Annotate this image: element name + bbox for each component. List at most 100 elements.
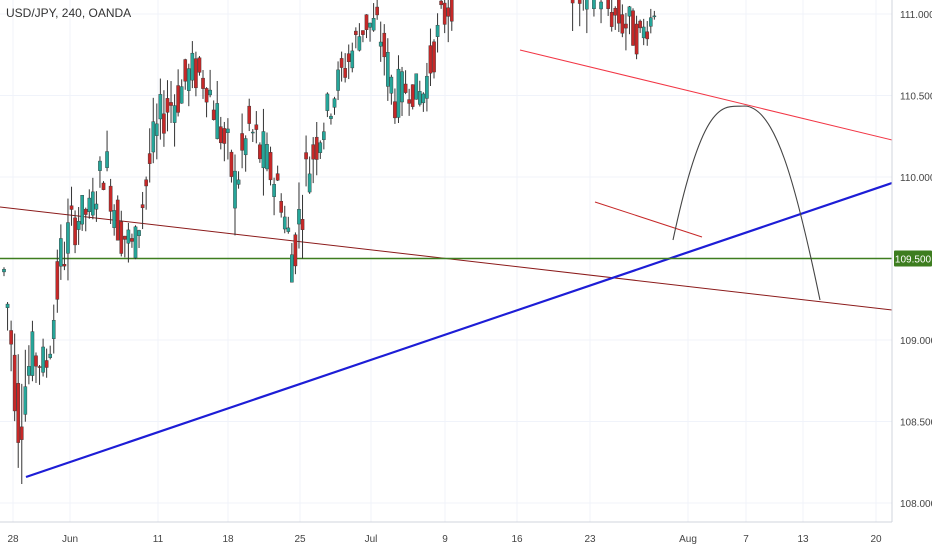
candle <box>73 210 77 254</box>
candle <box>350 42 355 73</box>
candle-body-up <box>226 128 230 133</box>
time-tick-label: 25 <box>294 534 306 545</box>
candle-body-up <box>400 71 404 103</box>
candle <box>147 128 152 183</box>
candle-body-down <box>311 144 315 160</box>
candle-body-up <box>215 103 220 139</box>
price-tick-label: 109.000 <box>900 336 932 347</box>
candle-body-up <box>30 331 35 376</box>
price-label-text: 109.500 <box>895 255 932 266</box>
time-tick-label: 16 <box>511 534 523 545</box>
candle-body-up <box>371 18 376 31</box>
candle <box>169 81 173 124</box>
candle-body-down <box>140 204 145 209</box>
candle-body-down <box>183 59 188 82</box>
candle <box>570 0 575 32</box>
candle <box>98 156 102 188</box>
candle-body-down <box>624 23 628 29</box>
candle-body-up <box>172 105 177 123</box>
candle-body-up <box>133 226 138 259</box>
time-tick-label: 18 <box>222 534 234 545</box>
candle <box>105 130 109 172</box>
candle-body-down <box>275 173 280 181</box>
candle-body-up <box>641 26 646 39</box>
candle <box>162 90 166 147</box>
candle-body-down <box>83 208 88 215</box>
candle-body-up <box>307 173 312 193</box>
candle <box>254 111 259 144</box>
candle-body-up <box>627 6 632 17</box>
candle-body-up <box>76 221 81 230</box>
candle-body-up <box>322 131 326 140</box>
price-label-bg <box>894 250 932 267</box>
candle-body-down <box>304 152 308 160</box>
candle <box>194 51 198 97</box>
price-tick-label: 108.500 <box>900 418 932 429</box>
candle <box>375 0 379 20</box>
candle <box>83 207 88 232</box>
price-tick-label: 108.000 <box>900 499 932 510</box>
candle-body-up <box>155 123 159 136</box>
candle <box>617 0 621 33</box>
candle <box>332 96 337 115</box>
candle <box>336 61 340 101</box>
candle <box>346 44 351 80</box>
candle <box>339 51 344 82</box>
time-axis[interactable]: 28 Jun 11 18 25 Jul 9 16 23 Aug 7 13 20 <box>0 521 892 545</box>
candle <box>631 8 635 46</box>
candle <box>428 28 433 86</box>
candle <box>140 191 145 230</box>
candle <box>226 118 230 160</box>
candle-body-up <box>425 75 429 99</box>
gridlines <box>0 0 892 522</box>
candle <box>87 189 92 219</box>
candle <box>204 87 209 118</box>
candle <box>609 0 614 32</box>
candle <box>190 41 195 89</box>
candle <box>282 205 287 234</box>
candle <box>425 62 429 112</box>
candle-body-down <box>19 426 24 440</box>
candle <box>23 349 28 422</box>
price-tick-label: 110.500 <box>900 92 932 103</box>
candle <box>400 66 404 116</box>
candle-body-down <box>393 101 397 119</box>
candle <box>265 132 269 172</box>
candle <box>133 225 138 260</box>
support-trendline <box>25 181 893 479</box>
candle <box>613 6 618 30</box>
candle-body-up <box>297 209 301 225</box>
candle <box>414 73 419 100</box>
candle-body-up <box>105 151 109 168</box>
candle <box>371 3 376 32</box>
candle <box>101 181 106 191</box>
candle-body-down <box>37 366 42 368</box>
candle <box>286 216 291 234</box>
projection-arc <box>672 105 821 301</box>
candle-body-up <box>652 15 657 18</box>
candle <box>592 0 596 17</box>
candle-body-down <box>240 133 244 151</box>
candle-body-down <box>201 77 205 89</box>
candle <box>258 142 262 163</box>
candle <box>638 19 642 33</box>
candle-body-up <box>421 93 426 104</box>
candle-body-down <box>123 235 127 240</box>
candle-body-down <box>606 0 610 9</box>
candle-body-down <box>34 355 38 367</box>
candle-body-up <box>282 216 287 230</box>
chart-title: USD/JPY, 240, OANDA <box>6 6 132 20</box>
candle-body-down <box>144 179 148 187</box>
candle-body-up <box>208 89 212 96</box>
candle <box>439 0 443 9</box>
candle-body-down <box>428 45 433 74</box>
candle <box>165 80 170 132</box>
candle <box>66 198 70 281</box>
candle <box>627 5 632 35</box>
candle <box>59 224 63 280</box>
candle <box>582 0 584 11</box>
candle <box>115 195 120 241</box>
candle-body-down <box>375 6 379 16</box>
candle <box>279 193 284 218</box>
